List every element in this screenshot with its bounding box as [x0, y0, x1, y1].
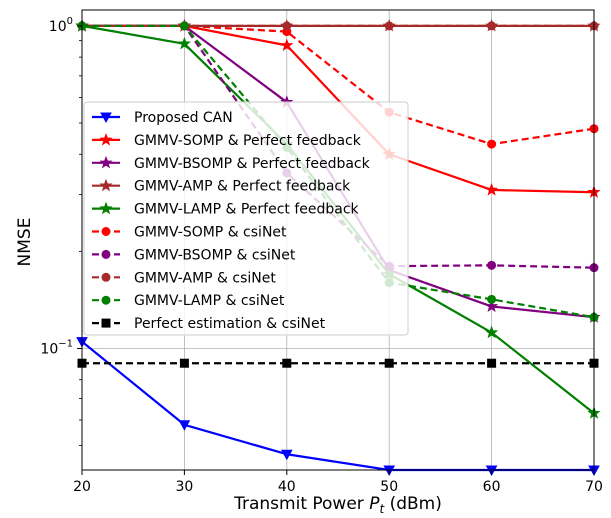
legend: Proposed CAN GMMV-SOMP & Perfect feedback…: [83, 101, 409, 336]
x-axis-label-main: Transmit Power: [233, 494, 369, 514]
legend-marker: [99, 178, 113, 192]
series-line: [82, 24, 595, 269]
legend-marker: [100, 112, 112, 124]
data-point: [487, 358, 497, 368]
x-axis-label: Transmit Power Pt (dBm): [233, 494, 442, 516]
legend-label: GMMV-BSOMP & Perfect feedback: [134, 156, 371, 172]
legend-marker: [99, 155, 113, 169]
legend-label: GMMV-AMP & csiNet: [134, 270, 276, 286]
data-point: [487, 21, 497, 31]
x-tick-label: 40: [278, 479, 296, 495]
legend-entry: GMMV-AMP & csiNet: [92, 270, 276, 286]
legend-marker: [101, 227, 111, 236]
data-point: [487, 260, 497, 270]
x-tick-label: 50: [380, 479, 398, 495]
legend-entry: Proposed CAN: [92, 110, 233, 126]
legend-entry: GMMV-BSOMP & csiNet: [92, 247, 296, 263]
y-tick-label: 10−1: [40, 338, 73, 357]
data-point: [280, 38, 294, 52]
legend-marker: [99, 201, 113, 215]
data-point: [487, 139, 497, 149]
legend-entry: GMMV-SOMP & Perfect feedback: [92, 133, 362, 149]
legend-label: GMMV-SOMP & csiNet: [134, 225, 287, 241]
data-point: [384, 358, 394, 368]
legend-label: Perfect estimation & csiNet: [134, 316, 326, 332]
legend-label: GMMV-LAMP & csiNet: [134, 293, 285, 309]
legend-entry: GMMV-LAMP & Perfect feedback: [92, 202, 360, 218]
axis-ticks: 20 30 40 50 60 70 100 10−1: [40, 16, 602, 495]
y-axis-label: NMSE: [15, 218, 35, 267]
data-point: [177, 36, 191, 50]
legend-marker: [101, 295, 111, 305]
x-tick-label: 30: [175, 479, 193, 495]
data-point: [280, 449, 293, 461]
legend-entry: Perfect estimation & csiNet: [92, 316, 326, 332]
data-point: [282, 358, 292, 368]
data-point: [178, 420, 191, 431]
legend-marker: [101, 272, 111, 282]
legend-label: GMMV-AMP & Perfect feedback: [134, 179, 351, 195]
legend-entry: GMMV-BSOMP & Perfect feedback: [92, 156, 371, 172]
x-axis-label-sub: t: [379, 502, 385, 516]
legend-label: GMMV-BSOMP & csiNet: [134, 247, 296, 263]
x-tick-label: 70: [585, 479, 603, 495]
legend-marker: [99, 132, 113, 146]
data-point: [179, 21, 189, 31]
data-point: [485, 183, 499, 196]
data-point: [485, 299, 499, 313]
y-tick-label: 100: [49, 16, 73, 35]
data-point: [282, 21, 292, 31]
legend-label: GMMV-SOMP & Perfect feedback: [134, 133, 362, 149]
x-axis-label-unit: (dBm): [384, 494, 442, 514]
legend-entry: GMMV-LAMP & csiNet: [92, 293, 285, 309]
data-point: [179, 358, 189, 368]
legend-marker: [101, 249, 111, 259]
legend-entry: GMMV-AMP & Perfect feedback: [92, 179, 351, 195]
data-point: [487, 294, 497, 304]
plot-frame: [81, 9, 595, 471]
legend-label: GMMV-LAMP & Perfect feedback: [134, 202, 360, 218]
x-tick-label: 20: [73, 479, 91, 495]
series-line: [82, 24, 595, 146]
legend-box: [83, 101, 409, 336]
legend-marker: [101, 318, 111, 328]
legend-entry: GMMV-SOMP & csiNet: [92, 225, 287, 241]
data-point: [485, 325, 499, 339]
x-tick-label: 60: [483, 479, 501, 495]
data-point: [384, 21, 394, 31]
legend-label: Proposed CAN: [134, 110, 233, 126]
x-axis-label-var: P: [369, 494, 380, 514]
